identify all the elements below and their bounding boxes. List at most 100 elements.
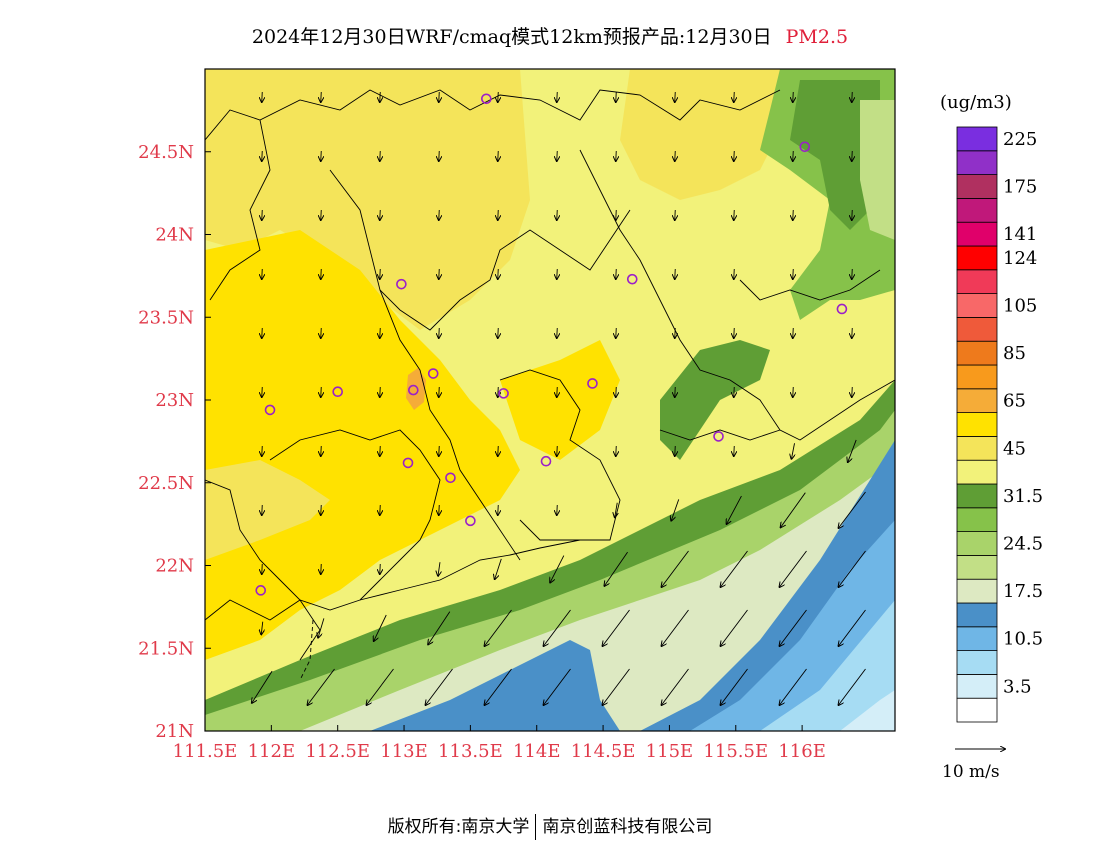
boundary-far-west — [205, 479, 321, 661]
colorbar-swatch — [956, 435, 998, 461]
colorbar-label: 65 — [1003, 391, 1026, 412]
boundary-prd-west — [379, 289, 521, 561]
wind-arrow — [721, 609, 748, 646]
wind-arrow — [780, 550, 807, 587]
lon-tick-label: 111.5E — [173, 741, 238, 762]
field-sea-east-3 — [840, 690, 895, 731]
colorbar-swatch — [956, 269, 998, 294]
colorbar-unit: (ug/m3) — [940, 92, 1012, 113]
colorbar-label: 10.5 — [1003, 629, 1043, 650]
wind-arrow — [485, 609, 512, 646]
lon-tick-label: 116E — [778, 741, 826, 762]
wind-arrow — [367, 668, 394, 705]
boundary-east-2 — [739, 269, 881, 301]
colorbar-label: 124 — [1003, 248, 1037, 269]
colorbar-swatch — [956, 174, 998, 199]
wind-arrow — [793, 327, 794, 338]
wind-arrow — [662, 609, 689, 646]
wind-arrow — [262, 327, 263, 338]
colorbar-label: 3.5 — [1003, 676, 1032, 697]
field-coastal-green-patch — [660, 340, 770, 460]
wind-arrow — [321, 327, 322, 338]
colorbar-swatch — [956, 531, 998, 556]
colorbar-label: 141 — [1003, 224, 1037, 245]
city-marker-icon — [540, 455, 552, 467]
wind-arrow — [557, 327, 558, 338]
wind-arrow — [498, 327, 499, 338]
wind-arrow — [734, 209, 735, 220]
wind-arrow — [793, 150, 794, 161]
wind-arrow — [793, 91, 794, 102]
field-north-center-50 — [620, 69, 790, 200]
colorbar-swatch — [956, 388, 998, 413]
colorbar-swatch — [956, 650, 998, 675]
wind-arrow — [498, 91, 499, 102]
colorbar-swatch — [956, 197, 998, 223]
colorbar-swatch — [956, 126, 998, 152]
field-northeast-dark — [790, 80, 880, 230]
wind-arrow — [380, 209, 381, 220]
wind-arrow — [675, 209, 676, 220]
city-marker-icon — [713, 431, 724, 442]
lon-tick-label: 115E — [646, 741, 694, 762]
wind-arrow — [557, 445, 558, 456]
wind-arrow — [380, 327, 381, 338]
wind-arrow — [321, 445, 322, 456]
wind-arrow — [557, 386, 558, 397]
city-marker-icon — [264, 404, 276, 416]
wind-arrow — [675, 445, 676, 456]
wind-arrow — [734, 150, 735, 161]
colorbar-swatch — [956, 602, 998, 628]
field-northeast-light — [860, 100, 895, 240]
wind-arrow — [675, 268, 676, 279]
wind-arrow — [380, 386, 381, 397]
wind-arrow — [616, 91, 617, 102]
wind-arrow — [727, 495, 742, 524]
boundary-west-coast — [269, 429, 441, 601]
wind-arrow — [848, 439, 857, 462]
wind-arrow — [439, 445, 440, 456]
wind-arrow — [321, 563, 322, 574]
wind-arrow — [498, 445, 499, 456]
wind-arrow — [262, 563, 263, 574]
wind-arrow — [262, 209, 263, 220]
wind-arrow — [544, 609, 571, 646]
wind-arrow — [380, 268, 381, 279]
wind-arrow — [262, 150, 263, 161]
colorbar-label: 225 — [1003, 129, 1037, 150]
wind-arrow — [721, 668, 748, 705]
colorbar-swatch — [956, 293, 998, 318]
wind-arrow — [321, 91, 322, 102]
wind-arrow — [544, 668, 571, 705]
wind-arrow — [321, 209, 322, 220]
city-marker-icon — [587, 378, 598, 389]
wind-arrow — [261, 621, 263, 635]
colorbar-label: 31.5 — [1003, 486, 1043, 507]
city-marker-icon — [836, 303, 848, 315]
wind-arrow — [439, 504, 440, 515]
wind-arrow — [498, 386, 499, 397]
wind-arrow — [498, 150, 499, 161]
wind-arrow — [439, 91, 440, 102]
colorbar-swatch — [956, 459, 998, 485]
colorbar-swatch — [956, 555, 998, 580]
wind-arrow — [852, 150, 853, 161]
wind-arrow — [839, 491, 866, 528]
colorbar-label: 85 — [1003, 343, 1026, 364]
wind-arrow — [616, 386, 617, 397]
wind-arrow — [852, 327, 853, 338]
field-sea-west-10 — [370, 640, 620, 731]
wind-arrow — [439, 386, 440, 397]
wind-arrow — [780, 609, 807, 646]
wind-arrow — [603, 668, 630, 705]
colorbar-swatch — [956, 245, 998, 271]
wind-arrow — [321, 268, 322, 279]
wind-reference-label: 10 m/s — [942, 762, 1000, 782]
wind-arrow — [557, 91, 558, 102]
colorbar-swatch — [956, 221, 998, 247]
wind-arrow — [557, 504, 558, 515]
wind-arrow — [615, 502, 617, 518]
wind-arrow — [671, 499, 680, 520]
colorbar-swatch — [956, 483, 998, 509]
wind-arrow — [426, 668, 453, 705]
